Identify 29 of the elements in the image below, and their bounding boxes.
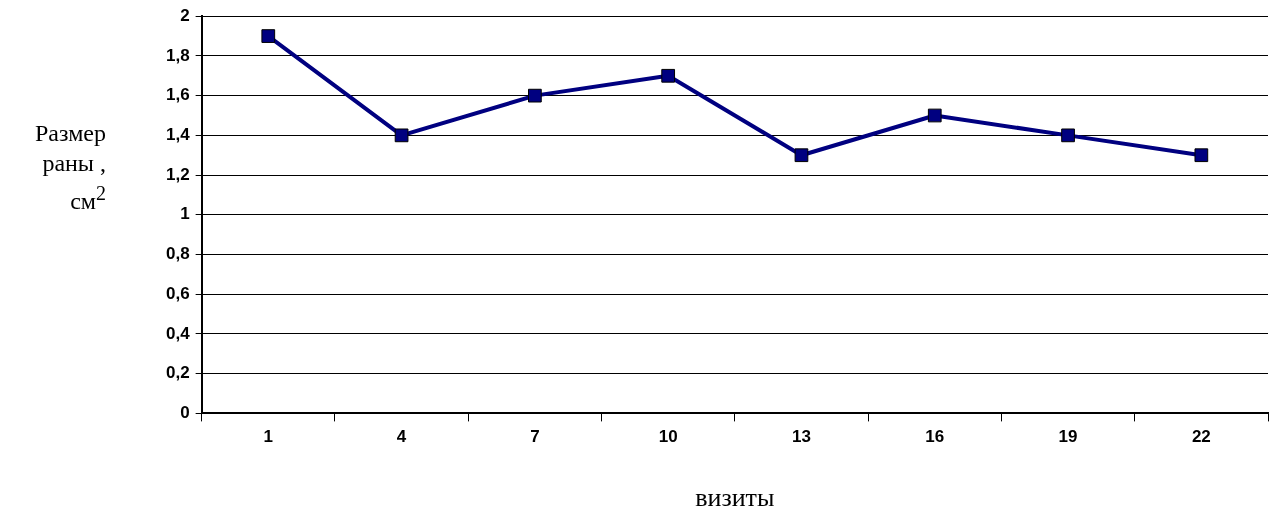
point xyxy=(1194,148,1209,163)
y-tick-label: 0,2 xyxy=(165,363,190,383)
x-tick-label: 10 xyxy=(658,427,678,447)
x-tick-label: 1 xyxy=(263,427,274,447)
y-tick-label: 0 xyxy=(180,403,190,423)
point xyxy=(1061,128,1075,143)
y-tick-label: 1,4 xyxy=(165,125,191,145)
x-tick-label: 19 xyxy=(1058,427,1078,447)
x-tick-label: 13 xyxy=(792,427,811,447)
point xyxy=(528,88,542,103)
x-tick-label: 4 xyxy=(396,427,407,447)
y-tick-label: 1,8 xyxy=(165,45,190,65)
y-tick-label: 0,4 xyxy=(165,323,191,343)
y-axis-title: Размер раны , см$^{2}$ xyxy=(34,119,106,216)
point xyxy=(794,148,809,163)
x-tick-label: 16 xyxy=(925,427,945,447)
y-tick-label: 1 xyxy=(180,204,190,224)
point xyxy=(927,108,942,123)
x-tick-label: 7 xyxy=(530,427,540,447)
x-axis-title: визиты xyxy=(695,483,775,513)
y-tick-label: 2 xyxy=(180,5,190,25)
point xyxy=(394,128,409,143)
y-tick-label: 1,2 xyxy=(165,164,190,184)
point xyxy=(661,68,676,83)
point xyxy=(261,29,276,43)
y-tick-label: 1,6 xyxy=(165,85,190,105)
y-tick-label: 0,8 xyxy=(165,244,190,264)
y-tick-label: 0,6 xyxy=(165,283,190,303)
x-tick-label: 22 xyxy=(1191,427,1211,447)
